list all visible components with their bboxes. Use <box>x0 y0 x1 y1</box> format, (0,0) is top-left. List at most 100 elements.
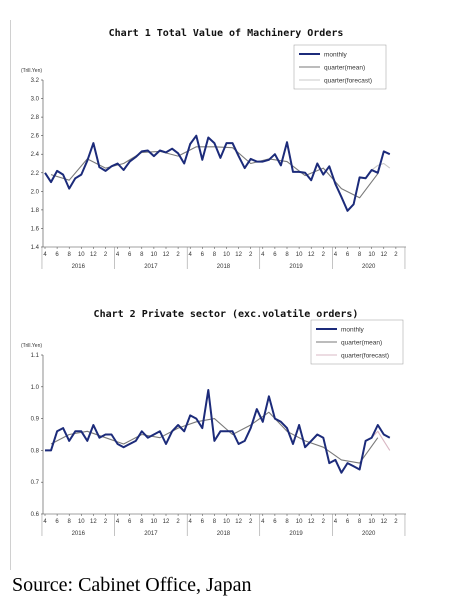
chart-2-xtick-label: 8 <box>285 519 289 525</box>
chart-1-ytick-label: 2.4 <box>31 152 40 158</box>
chart-1-xtick-label: 8 <box>285 252 289 258</box>
chart-1-xtick-label: 12 <box>235 252 242 258</box>
chart-1-year-label: 2018 <box>217 264 231 270</box>
chart-2-year-label: 2018 <box>217 531 231 537</box>
chart-1-ytick-label: 1.4 <box>31 245 40 251</box>
chart-2-panel: Chart 2 Private sector (exc.volatile ord… <box>10 300 436 570</box>
chart-1-xtick-label: 12 <box>163 252 170 258</box>
chart-1-xtick-label: 10 <box>296 252 303 258</box>
chart-2-xtick-label: 6 <box>55 519 59 525</box>
chart-1-ytick-label: 3.0 <box>31 97 40 103</box>
chart-1-xtick-label: 2 <box>249 252 253 258</box>
chart-2-xtick-label: 2 <box>176 519 180 525</box>
chart-1-xtick-label: 6 <box>201 252 205 258</box>
chart-1-xtick-label: 4 <box>334 252 338 258</box>
chart-1-xtick-label: 2 <box>322 252 326 258</box>
chart-2-legend: monthly quarter(mean) quarter(forecast) <box>310 319 404 365</box>
chart-2-xtick-label: 8 <box>68 519 72 525</box>
chart-1-year-label: 2017 <box>144 264 158 270</box>
chart-1-xtick-label: 8 <box>140 252 144 258</box>
chart-2-series-monthly <box>45 389 391 474</box>
chart-1-xtick-label: 12 <box>308 252 315 258</box>
chart-1-xtick-label: 10 <box>223 252 230 258</box>
chart-2-year-label: 2019 <box>289 531 303 537</box>
chart-2-xtick-label: 2 <box>322 519 326 525</box>
chart-2-xtick-label: 12 <box>90 519 97 525</box>
chart-1-legend: monthly quarter(mean) quarter(forecast) <box>293 44 387 90</box>
chart-2-xtick-label: 10 <box>78 519 85 525</box>
chart-2-ytick-label: 0.6 <box>31 512 40 518</box>
chart-1-ytick-label: 3.2 <box>31 78 40 84</box>
chart-2-xtick-label: 2 <box>394 519 398 525</box>
chart-1-ytick-label: 2.2 <box>31 171 40 177</box>
chart-1-series-monthly <box>44 134 391 212</box>
chart-1-year-label: 2016 <box>72 264 86 270</box>
chart-1-xtick-label: 4 <box>116 252 120 258</box>
chart-2-xtick-label: 4 <box>43 519 47 525</box>
chart-1-legend-label: quarter(mean) <box>324 65 365 72</box>
chart-1-ytick-label: 1.8 <box>31 208 40 214</box>
chart-1-legend-label: monthly <box>324 52 348 59</box>
chart-2-ytick-label: 0.9 <box>31 417 40 423</box>
chart-2-xtick-label: 4 <box>116 519 120 525</box>
chart-2-xtick-label: 10 <box>296 519 303 525</box>
chart-1-xtick-label: 2 <box>394 252 398 258</box>
chart-2-xtick-label: 12 <box>380 519 387 525</box>
chart-1-unit-label: (Trill.Yen) <box>21 68 42 74</box>
chart-1-xtick-label: 12 <box>90 252 97 258</box>
chart-1-xtick-label: 8 <box>358 252 362 258</box>
source-caption: Source: Cabinet Office, Japan <box>12 574 252 596</box>
chart-1-xtick-label: 2 <box>104 252 108 258</box>
chart-1-xtick-label: 10 <box>368 252 375 258</box>
chart-1-ytick-label: 2.6 <box>31 134 40 140</box>
chart-2-xtick-label: 8 <box>213 519 217 525</box>
chart-1-series-quarter-mean <box>50 146 379 199</box>
chart-2-xtick-label: 12 <box>235 519 242 525</box>
chart-2-xtick-label: 2 <box>249 519 253 525</box>
chart-1-ytick-label: 2.0 <box>31 189 40 195</box>
chart-2-xtick-label: 6 <box>201 519 205 525</box>
chart-1-title: Chart 1 Total Value of Machinery Orders <box>109 27 344 39</box>
chart-1-year-label: 2019 <box>289 264 303 270</box>
chart-1-xtick-label: 6 <box>55 252 59 258</box>
chart-2-year-label: 2017 <box>144 531 158 537</box>
chart-1-year-label: 2020 <box>362 264 376 270</box>
chart-1-xtick-label: 10 <box>78 252 85 258</box>
chart-2-unit-label: (Trill.Yen) <box>21 343 42 349</box>
chart-1-xtick-label: 4 <box>189 252 193 258</box>
chart-2-xtick-label: 4 <box>261 519 265 525</box>
chart-2-series-quarter-mean <box>50 411 379 464</box>
chart-2-legend-label: quarter(mean) <box>341 340 382 347</box>
chart-1-legend-label: quarter(forecast) <box>324 78 372 85</box>
chart-2-legend-label: quarter(forecast) <box>341 353 389 360</box>
chart-1-xtick-label: 6 <box>346 252 350 258</box>
chart-1-ytick-label: 1.6 <box>31 226 40 232</box>
chart-1-xtick-label: 4 <box>43 252 47 258</box>
chart-2-svg: Chart 2 Private sector (exc.volatile ord… <box>21 308 406 537</box>
chart-1-xtick-label: 4 <box>261 252 265 258</box>
chart-2-legend-label: monthly <box>341 327 365 334</box>
chart-2-xtick-label: 6 <box>346 519 350 525</box>
chart-1-xtick-label: 8 <box>213 252 217 258</box>
chart-2-xtick-label: 10 <box>368 519 375 525</box>
chart-2-title: Chart 2 Private sector (exc.volatile ord… <box>94 308 359 320</box>
chart-2-xtick-label: 10 <box>151 519 158 525</box>
chart-2-xtick-label: 8 <box>140 519 144 525</box>
chart-1-xtick-label: 8 <box>68 252 72 258</box>
chart-2-xtick-label: 4 <box>334 519 338 525</box>
chart-2-year-label: 2020 <box>362 531 376 537</box>
chart-2-xtick-label: 8 <box>358 519 362 525</box>
chart-1-ytick-label: 2.8 <box>31 115 40 121</box>
chart-2-ytick-label: 0.7 <box>31 480 40 486</box>
chart-2-ytick-label: 1.0 <box>31 385 40 391</box>
chart-1-panel: Chart 1 Total Value of Machinery Orders (… <box>10 20 436 320</box>
chart-2-xtick-label: 12 <box>163 519 170 525</box>
chart-2-series-quarter-forecast <box>371 430 391 451</box>
chart-2-ytick-label: 0.8 <box>31 448 40 454</box>
chart-2-xtick-label: 2 <box>104 519 108 525</box>
chart-2-xtick-label: 4 <box>189 519 193 525</box>
chart-1-xtick-label: 6 <box>273 252 277 258</box>
chart-2-xtick-label: 6 <box>128 519 132 525</box>
chart-2-ytick-label: 1.1 <box>31 353 40 359</box>
